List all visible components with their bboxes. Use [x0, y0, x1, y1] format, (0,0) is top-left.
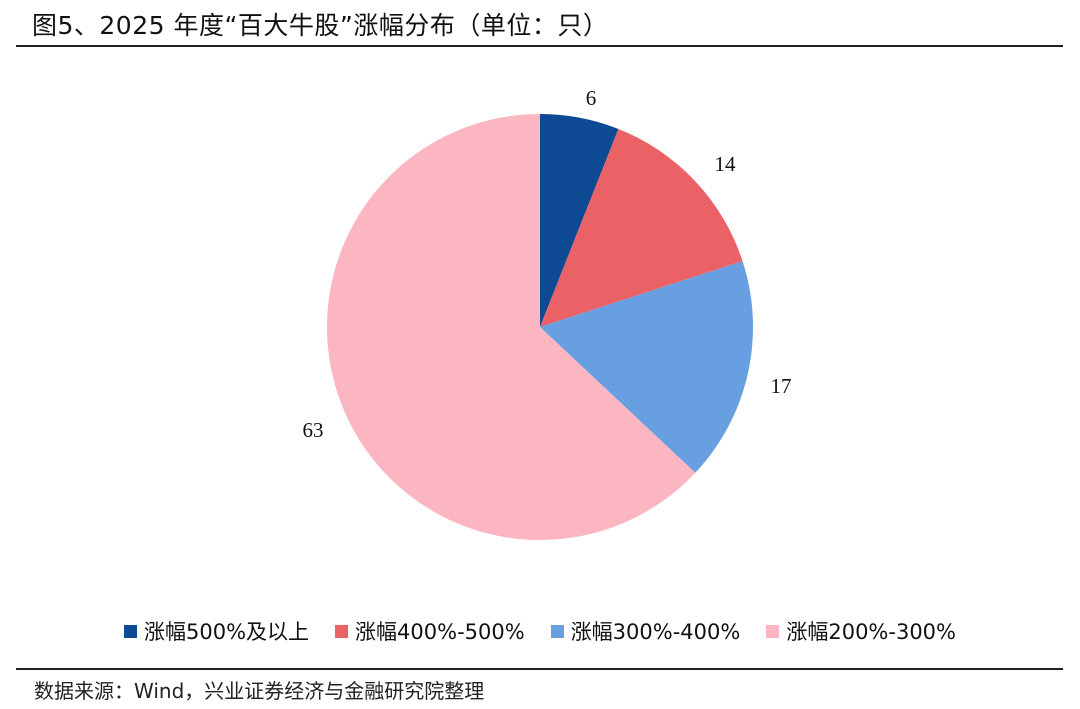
footer-divider	[16, 668, 1063, 670]
pie-slice	[327, 114, 696, 540]
title-divider	[16, 45, 1063, 47]
source-note: 数据来源：Wind，兴业证券经济与金融研究院整理	[34, 679, 485, 703]
chart-legend: 涨幅500%及以上 涨幅400%-500% 涨幅300%-400% 涨幅200%…	[0, 613, 1080, 649]
legend-label: 涨幅300%-400%	[570, 620, 741, 644]
legend-swatch-icon	[766, 624, 780, 638]
legend-label: 涨幅400%-500%	[355, 620, 525, 644]
pie-slice	[540, 114, 619, 327]
pie-slices	[327, 114, 753, 540]
pie-data-label: 6	[586, 86, 597, 110]
legend-swatch-icon	[550, 624, 564, 638]
legend-item-500-plus: 涨幅500%及以上	[123, 616, 310, 646]
pie-data-label: 14	[715, 152, 737, 176]
pie-chart: 6 14 17 63	[303, 86, 792, 540]
pie-slice	[540, 128, 743, 327]
pie-slice	[540, 261, 753, 473]
legend-swatch-icon	[335, 624, 349, 638]
chart-area: 6 14 17 63	[16, 48, 1063, 668]
legend-label: 涨幅200%-300%	[786, 620, 956, 644]
pie-data-label: 17	[771, 374, 792, 398]
legend-item-200-300: 涨幅200%-300%	[766, 616, 956, 646]
legend-item-300-400: 涨幅300%-400%	[550, 616, 741, 646]
pie-data-label: 63	[303, 418, 324, 442]
chart-title: 图5、2025 年度“百大牛股”涨幅分布（单位：只）	[32, 11, 609, 40]
legend-swatch-icon	[123, 624, 137, 638]
pie-data-labels: 6 14 17 63	[303, 86, 792, 442]
legend-label: 涨幅500%及以上	[143, 620, 310, 644]
legend-item-400-500: 涨幅400%-500%	[335, 616, 525, 646]
